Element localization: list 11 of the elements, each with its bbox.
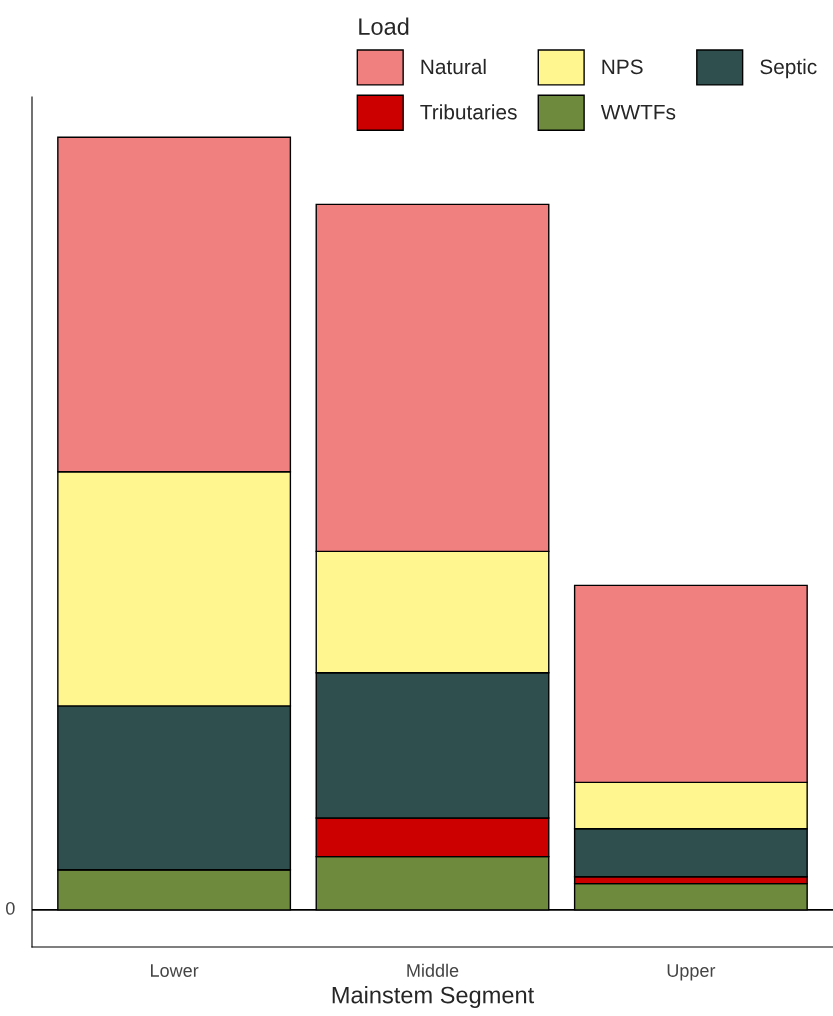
ref-line-label: 0 [6, 901, 15, 915]
legend-label: Natural [421, 58, 486, 75]
x-tick-label: Upper [667, 964, 716, 981]
x-axis-title: Mainstem Segment [332, 986, 535, 1009]
x-tick-label: Lower [151, 964, 199, 977]
legend-title: Load [359, 17, 409, 35]
legend-label: Septic [760, 58, 817, 79]
legend-label: WWTFs [600, 104, 676, 120]
legend-label: Tributaries [420, 104, 517, 120]
legend-label: NPS [602, 59, 643, 75]
x-tick-label: Middle [407, 963, 459, 977]
